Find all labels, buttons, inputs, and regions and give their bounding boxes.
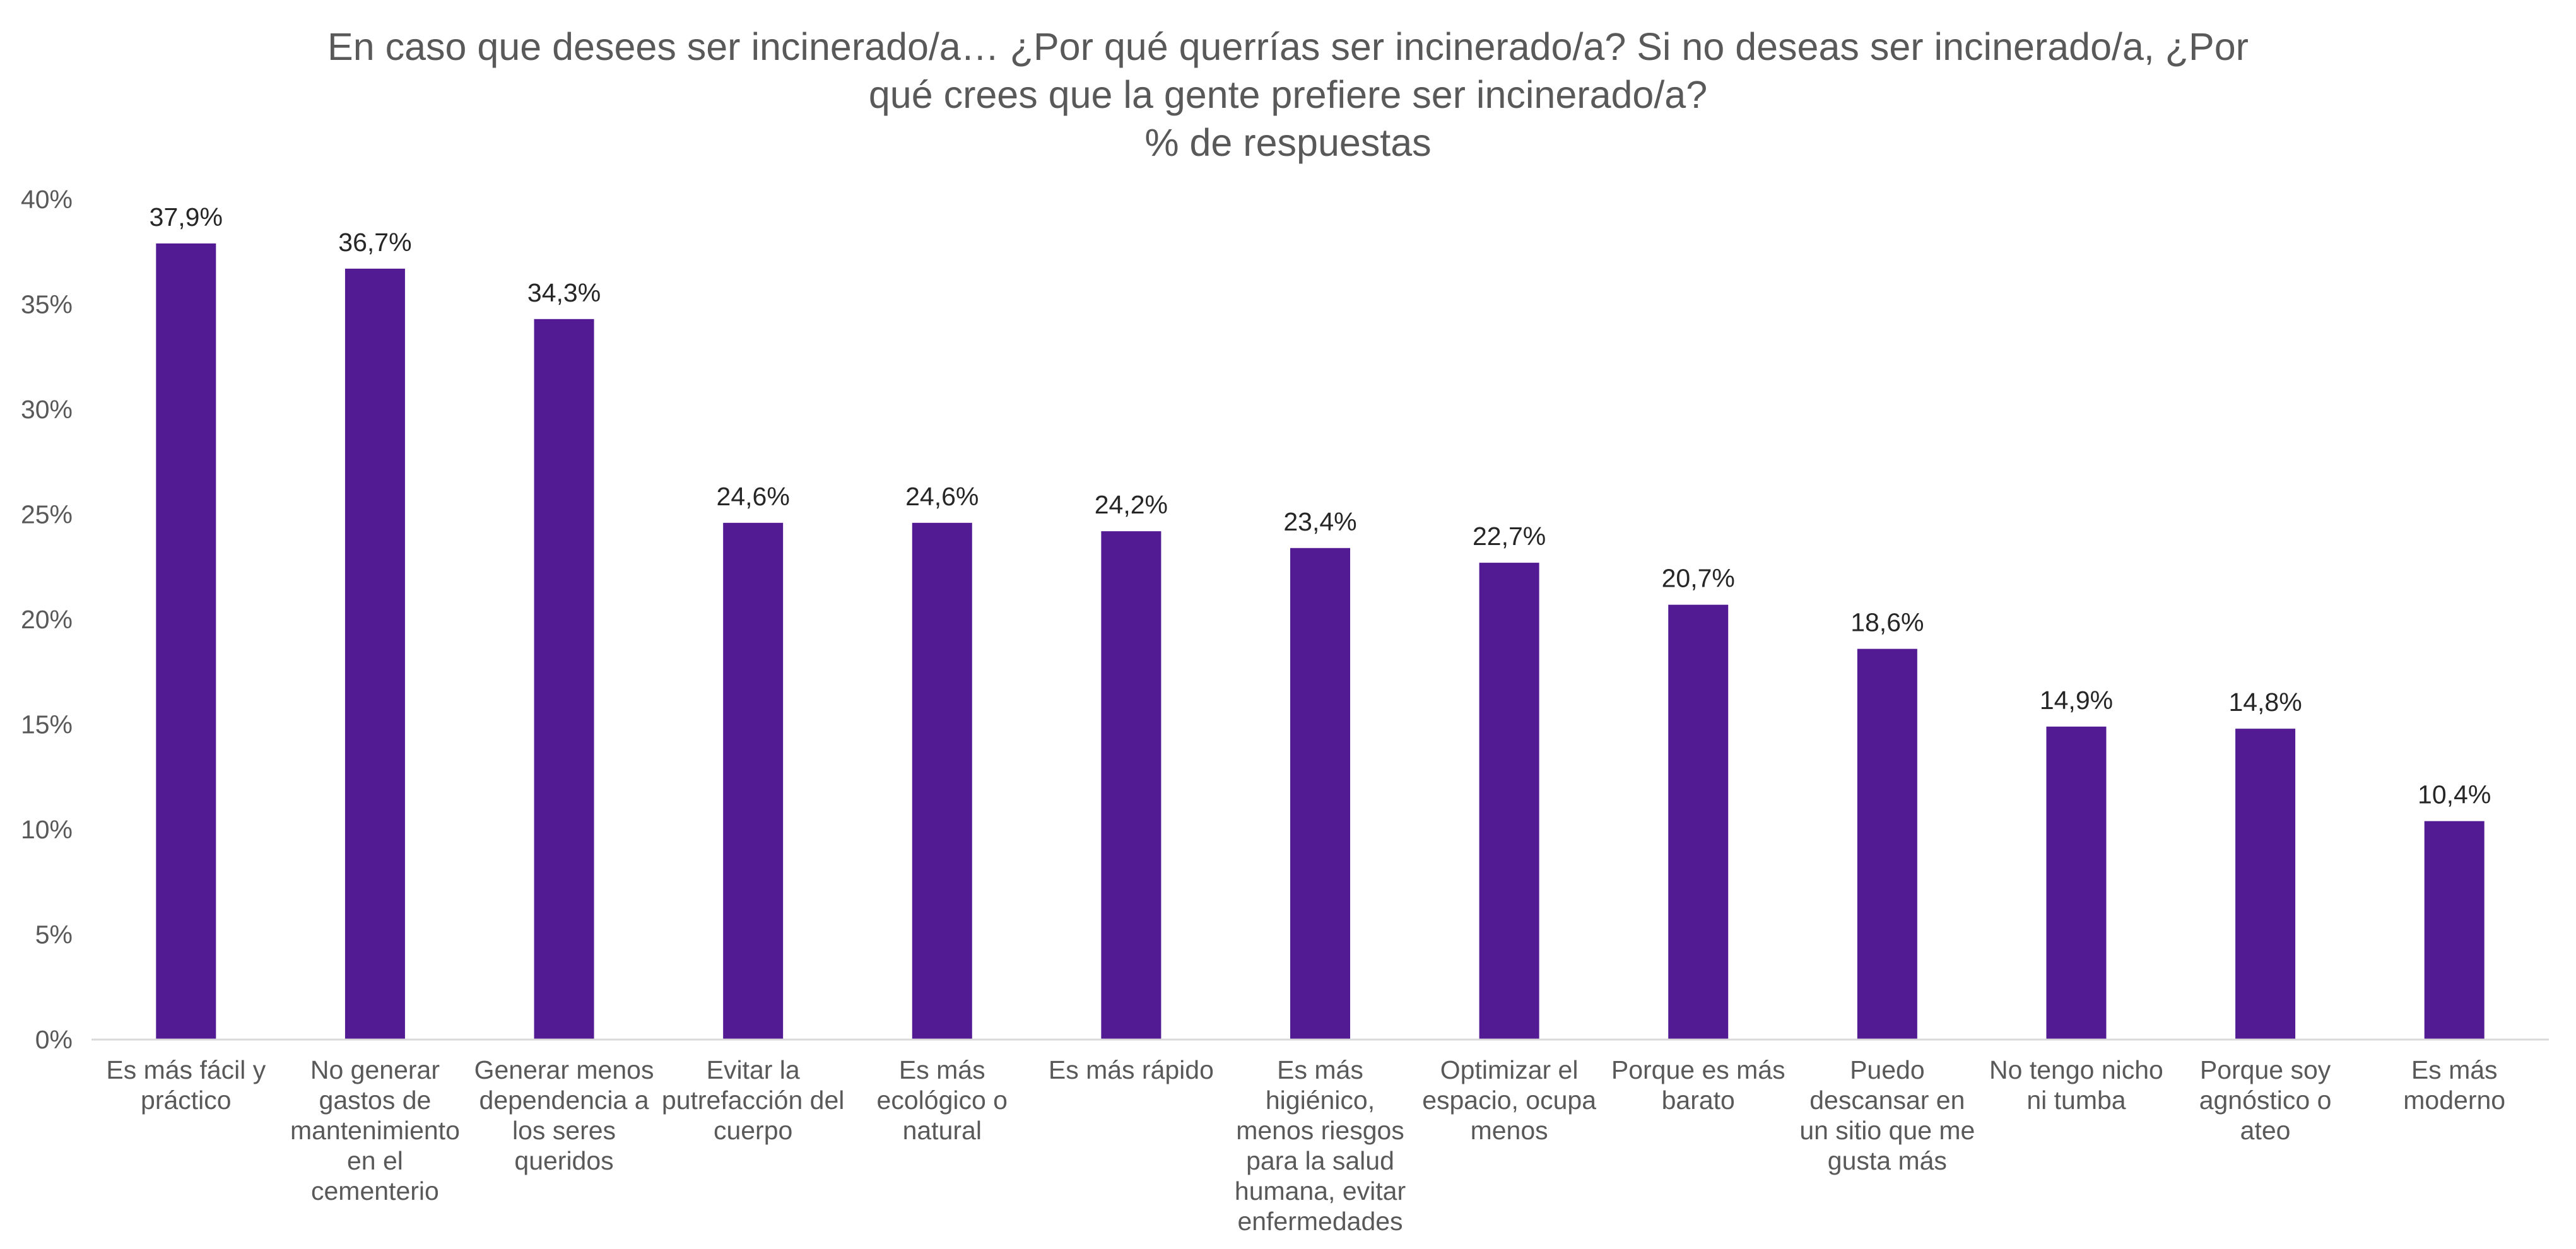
x-tick-label-line: Es más rápido: [1049, 1055, 1214, 1084]
x-tick-label: Generar menos dependencia a los seres queri…: [474, 1055, 654, 1175]
x-tick-label-line: barato: [1662, 1086, 1735, 1115]
x-tick-label-line: agnóstico o: [2199, 1086, 2332, 1115]
y-tick-label: 35%: [21, 290, 73, 319]
x-tick-label-line: higiénico,: [1266, 1086, 1375, 1115]
y-tick-label: 15%: [21, 710, 73, 739]
x-tick-label-line: práctico: [141, 1086, 232, 1115]
x-tick-label-line: cementerio: [311, 1176, 439, 1205]
bar: [912, 522, 972, 1040]
x-tick-label-line: Porque es más: [1611, 1055, 1785, 1084]
x-tick-label-line: humana, evitar: [1235, 1176, 1406, 1205]
x-tick-label: Puedo descansar en un sitio que me gusta má…: [1799, 1055, 1975, 1175]
y-tick-label: 5%: [35, 920, 73, 949]
x-tick-label-line: descansar en: [1809, 1086, 1965, 1115]
x-tick-label-line: espacio, ocupa: [1422, 1086, 1596, 1115]
x-tick-label-line: menos: [1471, 1116, 1548, 1145]
data-label: 37,9%: [150, 202, 223, 232]
data-label: 24,6%: [905, 482, 979, 511]
x-tick-label-line: Es más fácil y: [106, 1055, 266, 1084]
x-tick-label-line: ateo: [2240, 1116, 2291, 1145]
x-tick-label: Es más higiénico, menos riesgos para la sal…: [1235, 1055, 1406, 1236]
data-label: 18,6%: [1850, 608, 1924, 637]
x-tick-label-line: Es más: [1277, 1055, 1363, 1084]
x-tick-label-line: mantenimiento: [290, 1116, 460, 1145]
x-tick-label-line: menos riesgos: [1236, 1116, 1404, 1145]
x-tick-label: Es más ecológico o natural: [877, 1055, 1008, 1145]
chart-title-line-2: qué crees que la gente prefiere ser inci…: [868, 73, 1708, 116]
bar: [344, 268, 405, 1040]
data-label: 20,7%: [1662, 564, 1735, 593]
x-tick-label-line: Porque soy: [2200, 1055, 2331, 1084]
x-tick-label: Porque soy agnóstico o ateo: [2199, 1055, 2332, 1145]
x-tick-label-line: para la salud: [1246, 1146, 1394, 1175]
x-tick-label: No tengo nicho ni tumba: [1989, 1055, 2163, 1115]
x-tick-label-line: ni tumba: [2026, 1086, 2126, 1115]
bar: [156, 243, 216, 1040]
x-tick-label-line: enfermedades: [1237, 1207, 1403, 1236]
bar: [534, 319, 594, 1040]
data-label: 24,6%: [717, 482, 790, 511]
data-label: 10,4%: [2418, 780, 2491, 809]
data-label: 24,2%: [1095, 490, 1168, 519]
bar: [723, 522, 784, 1040]
x-tick-label-line: No generar: [310, 1055, 440, 1084]
x-tick-label-line: Optimizar el: [1440, 1055, 1579, 1084]
chart-title: En caso que desees ser incinerado/a… ¿Po…: [0, 23, 2576, 167]
bar: [1857, 648, 1917, 1040]
x-tick-label-line: Evitar la: [707, 1055, 800, 1084]
chart-title-line-3: % de respuestas: [1144, 121, 1432, 164]
x-tick-label-line: Generar menos: [474, 1055, 654, 1084]
data-label: 36,7%: [338, 228, 411, 257]
y-tick-label: 25%: [21, 500, 73, 529]
x-tick-label: Evitar la putrefacción del cuerpo: [662, 1055, 844, 1145]
x-tick-label: Porque es más barato: [1611, 1055, 1785, 1115]
x-tick-label-line: un sitio que me: [1799, 1116, 1975, 1145]
x-tick-label-line: queridos: [514, 1146, 613, 1175]
x-tick-label-line: ecológico o: [877, 1086, 1008, 1115]
x-tick-label: Es más fácil y práctico: [106, 1055, 266, 1115]
y-axis: 0% 5% 10% 15% 20% 25% 30% 35% 40%: [21, 185, 73, 1054]
x-tick-label-line: gusta más: [1828, 1146, 1947, 1175]
x-tick-label-line: moderno: [2403, 1086, 2505, 1115]
bar: [1101, 531, 1162, 1040]
y-tick-label: 0%: [35, 1025, 73, 1054]
x-tick-label-line: No tengo nicho: [1989, 1055, 2163, 1084]
chart-title-line-1: En caso que desees ser incinerado/a… ¿Po…: [327, 25, 2249, 68]
data-label: 14,8%: [2228, 688, 2302, 717]
data-label: 23,4%: [1283, 507, 1356, 536]
bar: [2424, 821, 2485, 1040]
x-tick-label-line: los seres: [512, 1116, 616, 1145]
x-tick-label-line: en el: [347, 1146, 403, 1175]
y-tick-label: 40%: [21, 185, 73, 214]
y-tick-label: 30%: [21, 395, 73, 424]
x-tick-label: Es más moderno: [2403, 1055, 2505, 1115]
data-label: 34,3%: [527, 278, 601, 307]
data-labels: 37,9% 36,7% 34,3% 24,6% 24,6% 24,2% 23,4% 22,7%…: [150, 202, 2491, 809]
y-tick-label: 20%: [21, 605, 73, 634]
data-label: 22,7%: [1473, 522, 1546, 551]
x-tick-label-line: natural: [903, 1116, 982, 1145]
bar: [1668, 604, 1729, 1040]
bar: [1479, 563, 1539, 1040]
bar: [1290, 548, 1350, 1040]
x-axis: Es más fácil y práctico No generar gastos d…: [91, 1038, 2549, 1236]
x-tick-label: Optimizar el espacio, ocupa menos: [1422, 1055, 1596, 1145]
x-tick-label-line: gastos de: [319, 1086, 432, 1115]
x-tick-label: No generar gastos de mantenimiento en el cem…: [290, 1055, 460, 1205]
data-label: 14,9%: [2040, 686, 2113, 715]
x-tick-label-line: Es más: [2411, 1055, 2498, 1084]
bars: [156, 243, 2485, 1040]
x-tick-label: Es más rápido: [1049, 1055, 1214, 1084]
x-tick-label-line: dependencia a: [479, 1086, 649, 1115]
x-tick-label-line: cuerpo: [714, 1116, 792, 1145]
y-tick-label: 10%: [21, 815, 73, 844]
bar: [2046, 726, 2107, 1040]
x-tick-label-line: Es más: [899, 1055, 985, 1084]
x-tick-label-line: putrefacción del: [662, 1086, 844, 1115]
bar: [2235, 729, 2296, 1040]
x-tick-label-line: Puedo: [1850, 1055, 1925, 1084]
